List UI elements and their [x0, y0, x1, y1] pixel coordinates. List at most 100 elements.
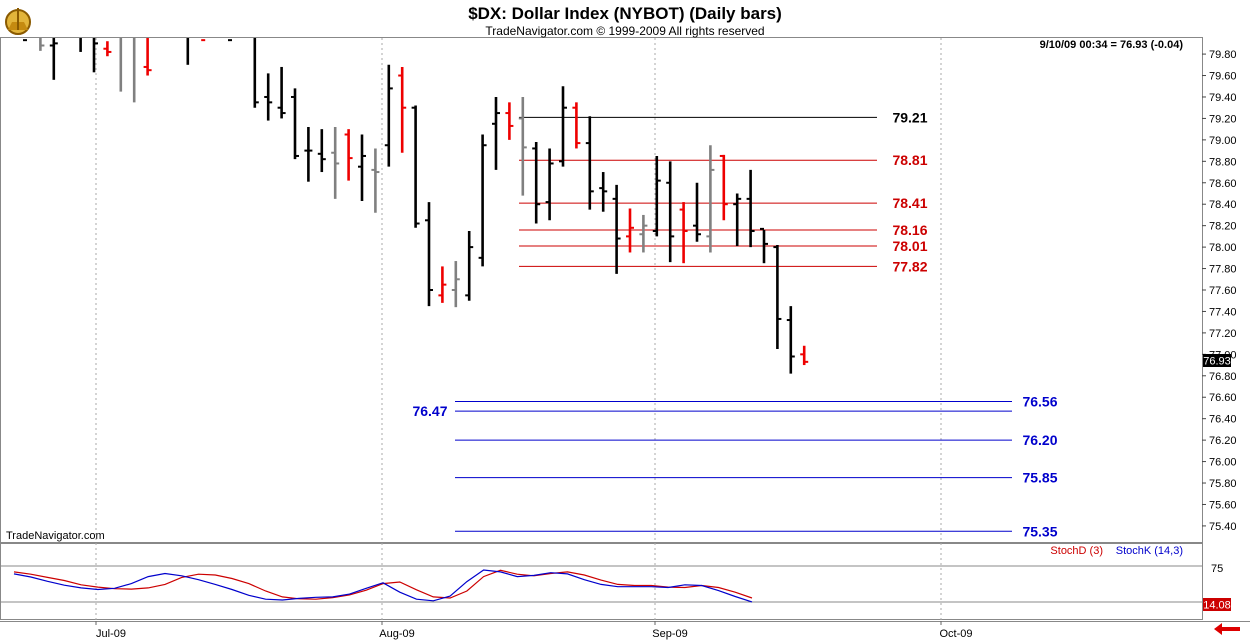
logo-icon [5, 8, 31, 35]
ohlc-bar [706, 145, 715, 253]
ohlc-bar [746, 169, 755, 248]
ohlc-bar [425, 202, 433, 307]
ohlc-bar [277, 66, 286, 119]
y-tick-label: 76.20 [1209, 435, 1237, 447]
chart-title: $DX: Dollar Index (NYBOT) (Daily bars) [468, 4, 782, 23]
y-tick-label: 75.60 [1209, 499, 1237, 511]
stoch-series-line [13, 569, 753, 603]
ohlc-bar [612, 184, 621, 274]
last-price-label: 76.93 [1203, 356, 1231, 368]
ohlc-bar [411, 105, 420, 228]
ohlc-bar [572, 102, 581, 149]
y-tick-label: 77.80 [1209, 264, 1237, 276]
y-tick-label: 78.60 [1209, 178, 1237, 190]
ohlc-bar [666, 161, 675, 263]
ohlc-bar [384, 64, 393, 167]
ohlc-bar [201, 39, 206, 42]
ohlc-bar [92, 38, 98, 73]
stoch-series-line [13, 569, 753, 600]
support-label: 76.20 [1022, 432, 1057, 448]
y-tick-label: 77.40 [1209, 306, 1237, 318]
time-axis: Jul-09 Aug-09 Sep-09 Oct-09 [95, 621, 973, 640]
y-tick-label: 75.80 [1209, 478, 1237, 490]
chart-subtitle: TradeNavigator.com © 1999-2009 All right… [485, 24, 764, 38]
ohlc-bar [398, 66, 407, 153]
support-label: 75.35 [1022, 523, 1057, 539]
ohlc-bar [639, 214, 648, 253]
ohlc-bar [451, 261, 460, 308]
y-tick-label: 77.20 [1209, 328, 1237, 340]
stoch-panel-frame [0, 543, 1203, 620]
legend-stochd: StochD (3) [1050, 545, 1103, 557]
resistance-label: 78.01 [892, 238, 927, 254]
y-tick-label: 79.80 [1209, 49, 1237, 61]
ohlc-bar [103, 41, 112, 57]
ohlc-bar [719, 154, 728, 221]
stoch-last-box [1203, 598, 1231, 611]
resistance-label: 78.41 [892, 195, 927, 211]
x-tick-label: Aug-09 [379, 628, 414, 640]
stoch-last-label: 14.08 [1203, 600, 1231, 612]
ohlc-bar [599, 172, 608, 212]
ohlc-bar [800, 345, 809, 366]
ohlc-bar [505, 102, 514, 140]
ohlc-bar [253, 38, 259, 108]
y-tick-label: 78.80 [1209, 156, 1237, 168]
resistance-label: 78.81 [892, 152, 927, 168]
ohlc-bar [559, 86, 567, 167]
ohlc-bar [291, 88, 299, 160]
ohlc-bar [438, 266, 447, 303]
resistance-label: 78.16 [892, 222, 927, 238]
ohlc-bar [49, 38, 58, 80]
ohlc-bar [693, 182, 701, 242]
watermark: TradeNavigator.com [6, 530, 105, 542]
support-label: 76.47 [412, 403, 447, 419]
y-tick-label: 76.80 [1209, 371, 1237, 383]
ohlc-bar [492, 96, 500, 170]
ohlc-bar [39, 38, 45, 51]
y-tick-label: 79.00 [1209, 135, 1237, 147]
ohlc-bar [358, 134, 366, 201]
legend-stochk: StochK (14,3) [1116, 545, 1183, 557]
ohlc-bar [331, 127, 340, 199]
ohlc-bar [465, 231, 474, 301]
ohlc-bar [518, 96, 527, 196]
ohlc-bar [773, 244, 782, 349]
ohlc-bar [545, 148, 554, 221]
resistance-label: 79.21 [892, 109, 927, 125]
ohlc-bar [585, 116, 594, 210]
y-tick-label: 76.60 [1209, 392, 1237, 404]
ohlc-bar [626, 208, 634, 253]
x-tick-label: Oct-09 [939, 628, 972, 640]
y-tick-label: 77.60 [1209, 285, 1237, 297]
ohlc-bars [23, 38, 809, 374]
stochastic-panel: 75 [0, 563, 1223, 603]
ohlc-bar [652, 155, 661, 237]
ohlc-bar [23, 39, 27, 42]
ohlc-bar [344, 129, 353, 181]
y-tick-label: 78.40 [1209, 199, 1237, 211]
quote-readout: 9/10/09 00:34 = 76.93 (-0.04) [1040, 39, 1184, 51]
ohlc-bar [304, 127, 313, 182]
ohlc-bar [143, 38, 152, 76]
resistance-label: 77.82 [892, 258, 927, 274]
ohlc-bar [317, 129, 326, 173]
y-tick-label: 79.20 [1209, 113, 1237, 125]
y-tick-label: 78.00 [1209, 242, 1237, 254]
y-tick-label: 76.40 [1209, 414, 1237, 426]
ohlc-bar [478, 134, 487, 267]
y-tick-label: 76.00 [1209, 457, 1237, 469]
y-tick-label: 79.40 [1209, 92, 1237, 104]
month-gridlines [95, 38, 942, 620]
ohlc-bar [532, 142, 541, 224]
support-label: 75.85 [1022, 470, 1057, 486]
ohlc-bar [371, 148, 380, 213]
ohlc-bar [228, 39, 232, 42]
y-tick-label: 75.40 [1209, 521, 1237, 533]
ohlc-bar [264, 73, 273, 121]
back-arrow-icon[interactable] [1214, 623, 1240, 635]
y-tick-label: 78.20 [1209, 221, 1237, 233]
ohlc-bar [679, 202, 688, 264]
